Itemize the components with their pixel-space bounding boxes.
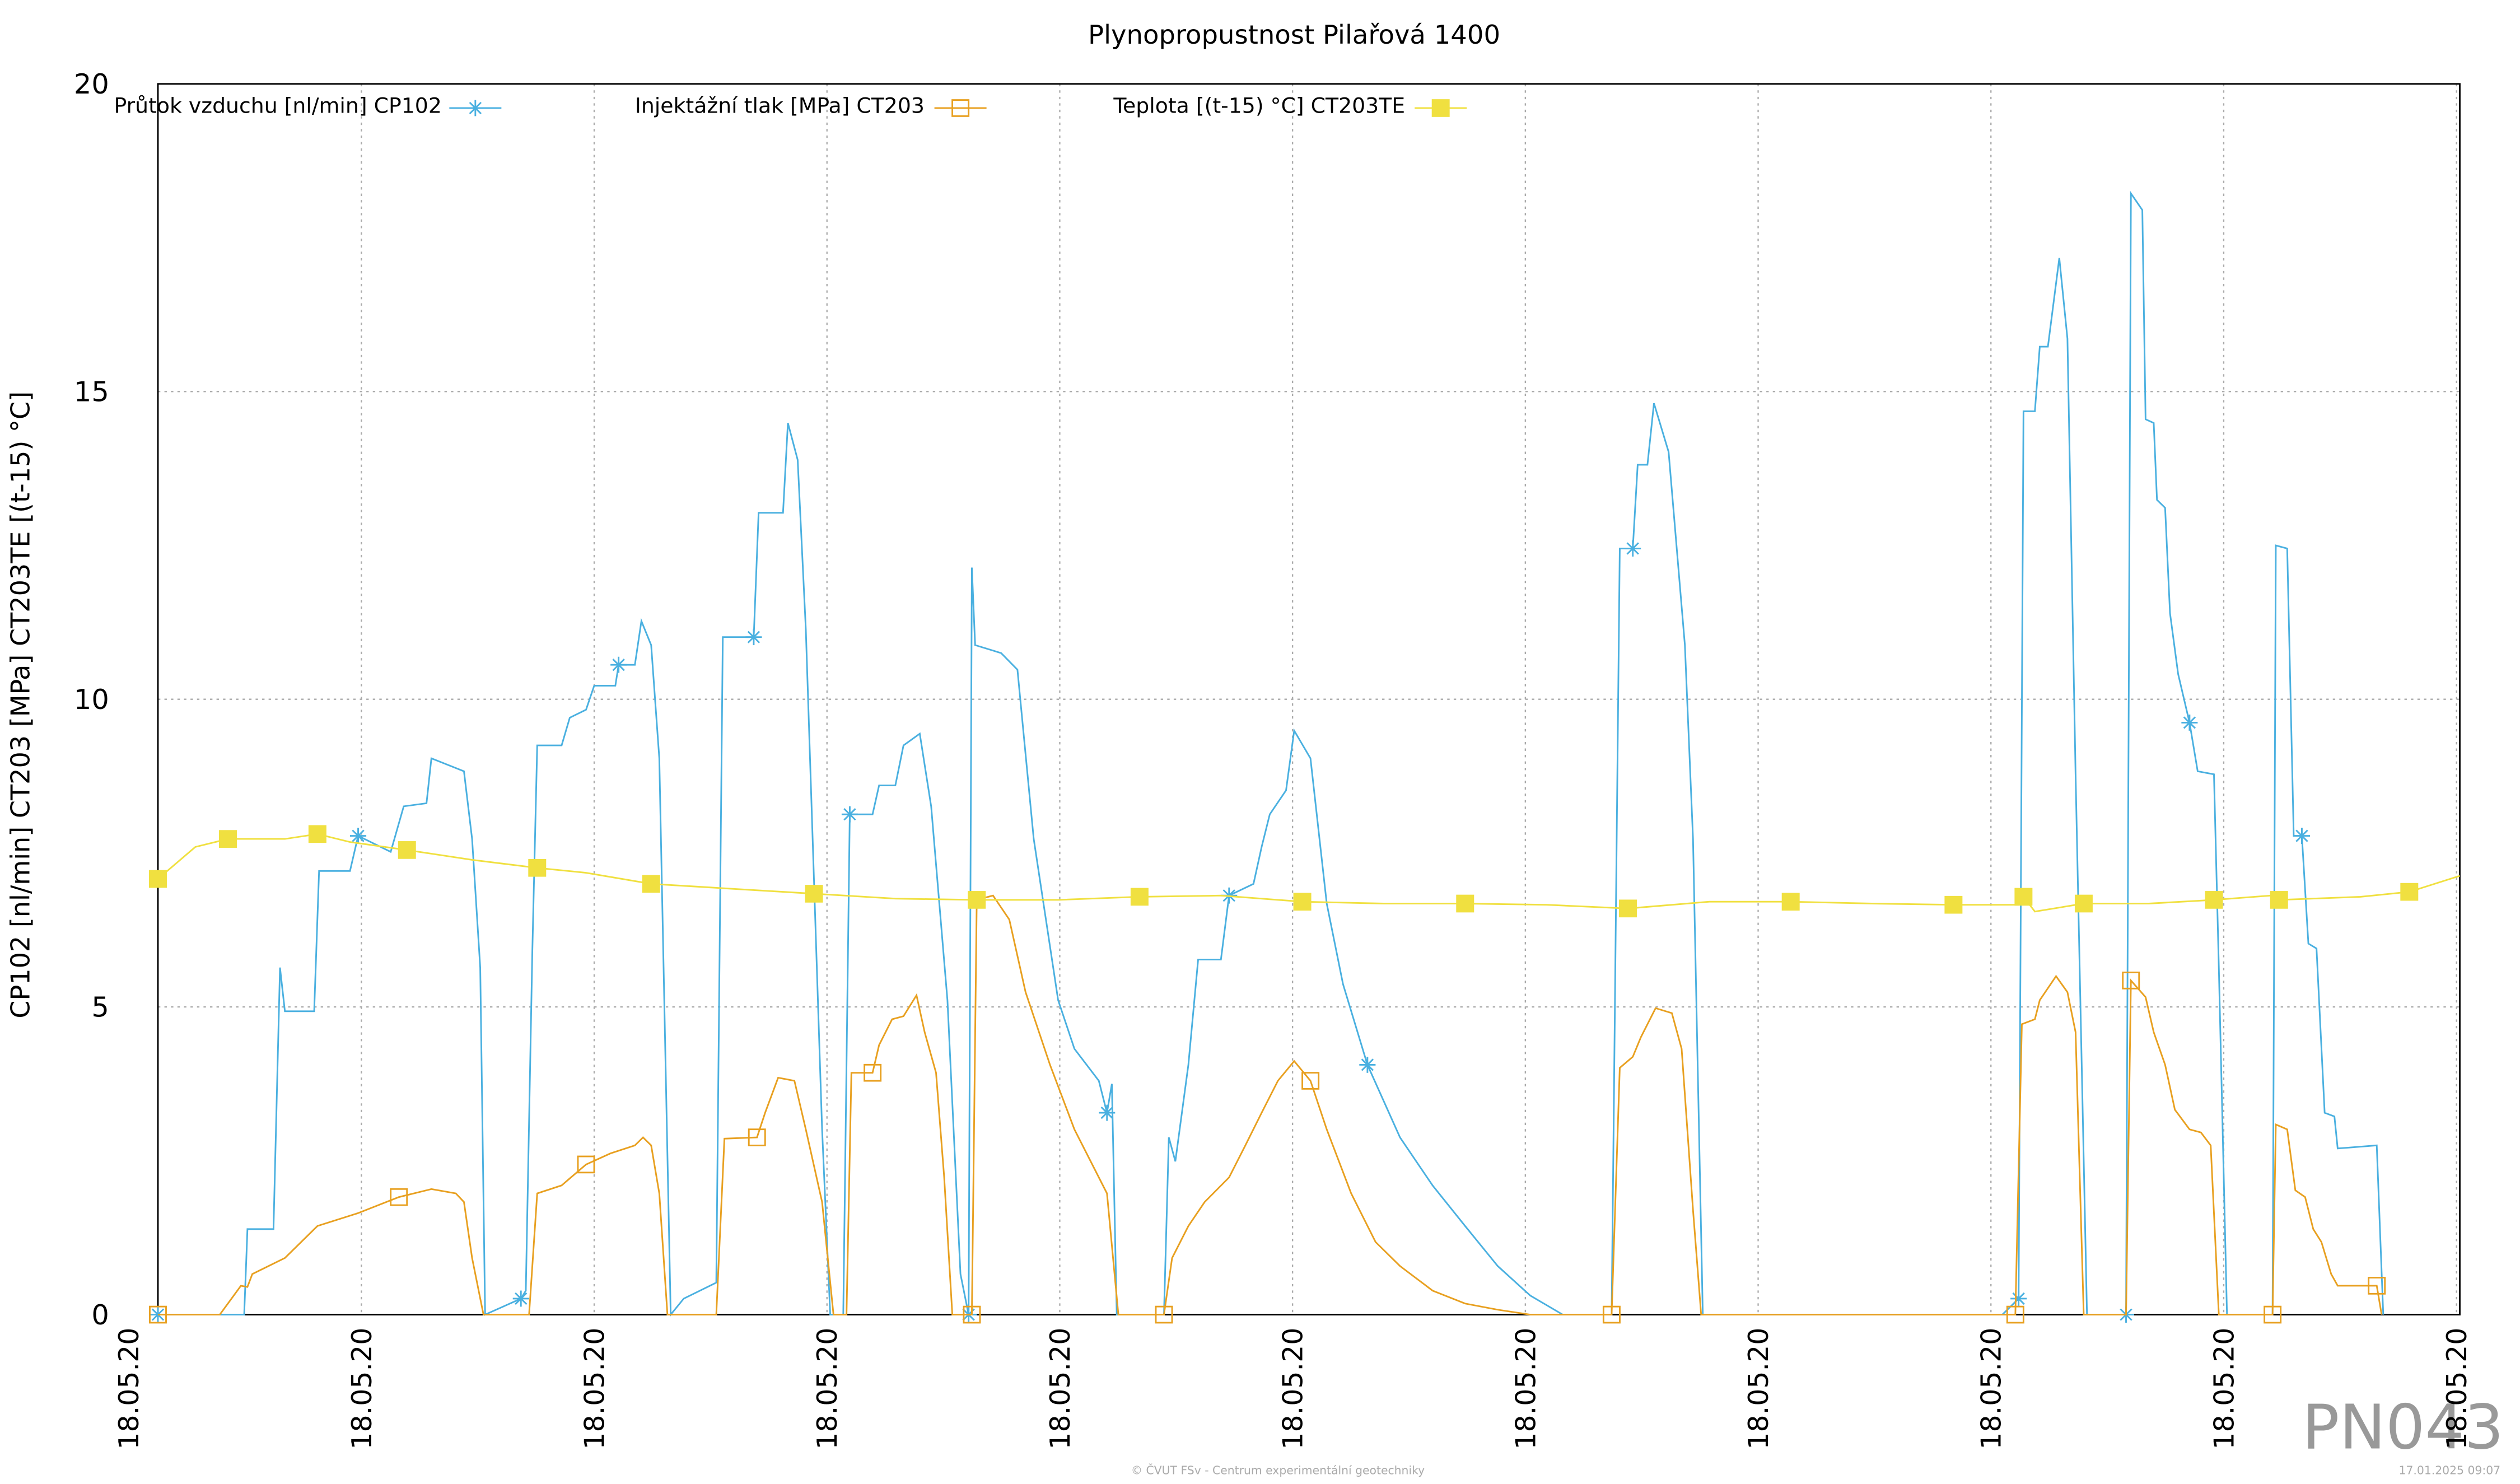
marker	[968, 891, 986, 909]
marker	[1625, 540, 1641, 557]
marker	[2006, 1305, 2024, 1324]
marker	[610, 656, 627, 673]
marker	[2293, 828, 2310, 844]
marker	[1781, 893, 1800, 911]
marker	[963, 1305, 981, 1324]
x-tick-label: 18.05.20	[2440, 1328, 2473, 1450]
marker	[148, 1305, 167, 1324]
marker-stroke	[1361, 1058, 1374, 1071]
legend-label: Teplota [(t-15) °C] CT203TE	[1113, 94, 1405, 118]
marker	[2014, 888, 2033, 906]
marker-stroke	[1100, 1107, 1113, 1119]
marker-stroke	[1626, 542, 1639, 555]
marker	[805, 885, 823, 903]
marker	[148, 870, 167, 888]
legend-label: Průtok vzduchu [nl/min] CP102	[114, 94, 441, 118]
marker	[1944, 895, 1963, 914]
x-tick-label: 18.05.20	[1742, 1328, 1775, 1450]
marker-stroke	[2295, 829, 2308, 842]
marker	[951, 99, 970, 117]
marker	[2368, 1277, 2386, 1295]
marker	[1155, 1305, 1173, 1324]
legend-label: Injektážní tlak [MPa] CT203	[635, 94, 925, 118]
marker-stroke	[612, 659, 625, 671]
marker	[1301, 1072, 1320, 1090]
marker	[2270, 891, 2288, 909]
marker	[841, 806, 858, 823]
marker	[308, 825, 326, 843]
marker	[2400, 883, 2419, 901]
marker	[1618, 899, 1637, 918]
marker-stroke	[515, 1292, 528, 1305]
marker	[577, 1155, 595, 1174]
y-tick-label: 20	[74, 68, 109, 100]
marker	[467, 100, 484, 116]
watermark: PN043	[2302, 1392, 2504, 1463]
marker	[745, 629, 762, 646]
series-line	[157, 894, 2383, 1315]
x-tick-label: 18.05.20	[2208, 1328, 2240, 1450]
timestamp: 17.01.2025 09:07	[2399, 1464, 2501, 1477]
marker	[864, 1063, 882, 1082]
marker	[2074, 894, 2093, 913]
marker	[1456, 894, 1474, 913]
marker	[1130, 888, 1149, 906]
marker	[2122, 972, 2140, 990]
series-line	[157, 833, 2460, 913]
marker	[398, 841, 416, 859]
y-axis-label: CP102 [nl/min] CT203 [MPa] CT203TE [(t-1…	[5, 391, 35, 1019]
marker	[748, 1128, 766, 1146]
marker	[218, 830, 237, 848]
marker	[2181, 715, 2198, 731]
x-tick-label: 18.05.20	[811, 1328, 843, 1450]
marker	[2205, 891, 2223, 909]
marker	[350, 828, 367, 844]
marker	[1602, 1305, 1621, 1324]
x-tick-label: 18.05.20	[346, 1328, 378, 1450]
y-tick-label: 15	[74, 376, 109, 408]
marker	[1359, 1057, 1376, 1073]
marker-stroke	[747, 631, 760, 643]
y-tick-label: 0	[91, 1299, 109, 1331]
marker-stroke	[843, 808, 856, 821]
x-tick-label: 18.05.20	[1276, 1328, 1309, 1450]
marker	[512, 1290, 529, 1307]
marker	[1099, 1104, 1116, 1121]
marker	[390, 1188, 408, 1206]
marker	[528, 858, 547, 877]
marker-stroke	[2183, 716, 2196, 729]
y-tick-label: 10	[74, 683, 109, 716]
marker	[642, 875, 660, 893]
x-tick-label: 18.05.20	[113, 1328, 145, 1450]
x-tick-label: 18.05.20	[1975, 1328, 2007, 1450]
marker-stroke	[469, 101, 482, 115]
footer: © ČVUT FSv - Centrum experimentální geot…	[1131, 1464, 1425, 1477]
x-tick-label: 18.05.20	[1044, 1328, 1076, 1450]
y-tick-label: 5	[91, 991, 109, 1024]
marker	[1293, 893, 1312, 911]
series-line	[157, 190, 2384, 1317]
marker	[2010, 1290, 2027, 1307]
chart-title: Plynopropustnost Pilařová 1400	[1088, 20, 1500, 50]
marker	[2264, 1305, 2282, 1324]
plot-frame	[157, 83, 2461, 1315]
x-tick-label: 18.05.20	[578, 1328, 610, 1450]
x-tick-label: 18.05.20	[1509, 1328, 1542, 1450]
marker-stroke	[352, 829, 365, 842]
marker-stroke	[2012, 1292, 2025, 1305]
marker	[1431, 99, 1450, 117]
